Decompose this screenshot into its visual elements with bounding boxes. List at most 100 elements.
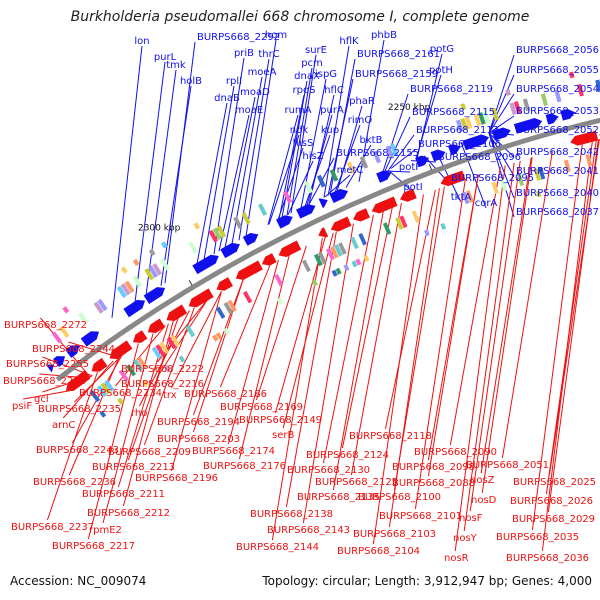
annotation-block xyxy=(311,279,319,287)
reverse-gene-label: BURPS668_2243 xyxy=(36,445,119,456)
annotation-block xyxy=(132,258,140,267)
reverse-leader-line xyxy=(192,278,244,433)
accession-text: Accession: NC_009074 xyxy=(10,574,147,588)
annotation-block xyxy=(215,332,223,340)
annotation-block xyxy=(325,247,335,261)
forward-leader-line xyxy=(231,76,263,245)
reverse-leader-line xyxy=(255,245,307,401)
forward-gene-label: BURPS668_2161 xyxy=(357,49,440,60)
forward-leader-line xyxy=(267,114,299,225)
forward-gene-arrow xyxy=(318,198,328,208)
annotation-block xyxy=(188,241,198,254)
annotation-block xyxy=(535,190,542,198)
annotation-block xyxy=(540,93,549,107)
reverse-gene-arrow xyxy=(330,216,352,232)
reverse-leader-line xyxy=(501,151,553,459)
forward-leader-line xyxy=(488,132,515,158)
annotation-block xyxy=(424,229,430,237)
annotation-block xyxy=(313,253,323,267)
reverse-gene-label: BURPS668_2130 xyxy=(287,465,370,476)
annotation-block xyxy=(136,356,147,369)
reverse-gene-arrow xyxy=(216,277,233,291)
forward-leader-line xyxy=(334,124,361,193)
forward-gene-label: surE xyxy=(305,45,327,56)
forward-gene-label: BURPS668_2037 xyxy=(516,207,599,218)
reverse-gene-arrow xyxy=(278,240,302,257)
annotation-block xyxy=(97,298,108,312)
reverse-gene-label: BURPS668_2124 xyxy=(306,450,389,461)
forward-gene-arrow xyxy=(447,144,461,156)
forward-gene-label: potH xyxy=(429,65,453,76)
annotation-block xyxy=(160,241,168,249)
reverse-leader-line xyxy=(282,232,334,429)
forward-gene-label: BURPS668_2052 xyxy=(516,125,599,136)
annotation-block xyxy=(120,266,128,274)
reverse-gene-label: BURPS668_2135 xyxy=(297,492,380,503)
forward-leader-line xyxy=(286,67,313,216)
forward-gene-label: phaR xyxy=(349,96,375,107)
annotation-block xyxy=(330,245,339,259)
reverse-leader-line xyxy=(156,299,208,378)
reverse-gene-arrow xyxy=(399,188,417,202)
topology-text: Topology: circular; Length: 3,912,947 bp… xyxy=(262,574,592,588)
forward-leader-line xyxy=(345,144,372,188)
reverse-gene-label: BURPS668_2169 xyxy=(220,402,303,413)
tick-mark xyxy=(188,279,193,286)
forward-gene-label: BURPS668_2040 xyxy=(516,188,599,199)
annotation-block xyxy=(522,98,531,112)
annotation-block xyxy=(359,156,369,169)
annotation-block xyxy=(170,334,181,347)
reverse-gene-label: BURPS668_2025 xyxy=(513,477,596,488)
annotation-block xyxy=(104,379,115,392)
forward-leader-line xyxy=(387,169,414,193)
annotation-block xyxy=(585,153,593,167)
tick-label: 2250 kbp xyxy=(388,103,431,113)
forward-gene-arrow xyxy=(45,364,54,373)
annotation-block xyxy=(257,203,268,216)
reverse-gene-label: trx xyxy=(163,390,177,401)
reverse-gene-label: BURPS668_2209 xyxy=(108,447,191,458)
annotation-block xyxy=(159,341,170,354)
forward-leader-line xyxy=(488,74,515,134)
forward-gene-label: BURPS668_2106 xyxy=(418,139,501,150)
annotation-block xyxy=(334,244,343,257)
reverse-gene-label: BURPS668_2194 xyxy=(157,417,240,428)
annotation-block xyxy=(223,301,234,315)
reverse-leader-line xyxy=(192,278,244,416)
reverse-gene-label: BURPS668_2174 xyxy=(192,446,275,457)
reverse-leader-line xyxy=(463,162,515,532)
forward-gene-label: tmk xyxy=(166,60,186,71)
forward-leader-line xyxy=(324,174,351,198)
annotation-block xyxy=(242,290,253,304)
forward-gene-label: BURPS668_2042 xyxy=(516,147,599,158)
annotation-block xyxy=(595,79,600,93)
reverse-gene-label: BURPS668_2186 xyxy=(184,389,267,400)
forward-leader-line xyxy=(488,115,515,134)
reverse-gene-label: BURPS668_2211 xyxy=(82,489,165,500)
annotation-block xyxy=(338,242,347,255)
forward-gene-label: hisS xyxy=(293,138,314,149)
annotation-block xyxy=(132,275,143,288)
annotation-block xyxy=(216,225,227,238)
reverse-leader-line xyxy=(541,140,593,552)
forward-gene-arrow xyxy=(415,155,430,168)
annotation-block xyxy=(372,150,382,164)
annotation-block xyxy=(554,89,562,103)
annotation-block xyxy=(151,346,162,359)
forward-gene-label: lon xyxy=(134,36,149,47)
annotation-block xyxy=(274,273,284,287)
forward-gene-arrow xyxy=(143,287,166,304)
label-leader-lines xyxy=(23,39,600,552)
annotation-block xyxy=(223,327,230,335)
annotation-block xyxy=(505,88,512,96)
forward-gene-label: rpoS xyxy=(293,85,316,96)
forward-gene-label: holB xyxy=(180,76,202,87)
reverse-leader-line xyxy=(350,203,402,476)
forward-leader-line xyxy=(290,54,317,214)
reverse-leader-line xyxy=(481,157,533,494)
forward-leader-line xyxy=(300,78,327,209)
reverse-leader-line xyxy=(87,343,139,540)
forward-gene-label: BURPS668_2292 xyxy=(197,32,280,43)
annotation-block xyxy=(148,248,156,257)
reverse-leader-line xyxy=(68,341,119,358)
